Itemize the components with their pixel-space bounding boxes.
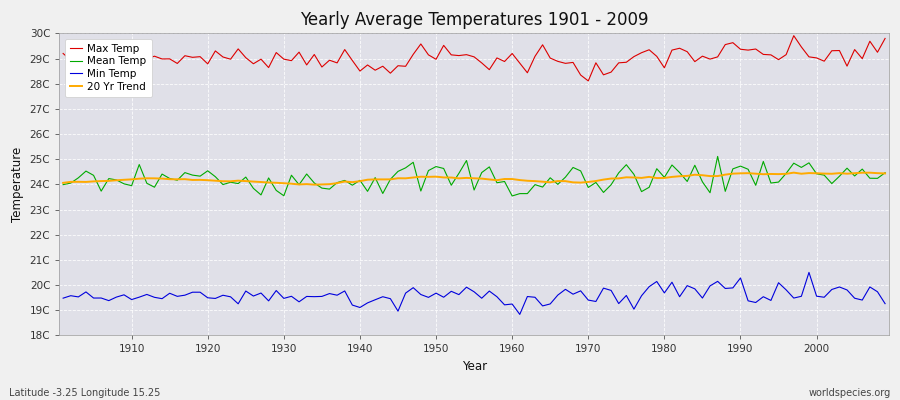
Mean Temp bbox=[58, 182, 68, 187]
Mean Temp bbox=[515, 191, 526, 196]
20 Yr Trend bbox=[286, 181, 297, 186]
Line: 20 Yr Trend: 20 Yr Trend bbox=[63, 173, 885, 185]
20 Yr Trend bbox=[515, 178, 526, 182]
Mean Temp bbox=[332, 180, 343, 185]
Mean Temp bbox=[606, 182, 616, 187]
Min Temp bbox=[879, 301, 890, 306]
Text: Latitude -3.25 Longitude 15.25: Latitude -3.25 Longitude 15.25 bbox=[9, 388, 160, 398]
20 Yr Trend bbox=[119, 177, 130, 182]
20 Yr Trend bbox=[58, 180, 68, 185]
20 Yr Trend bbox=[788, 170, 799, 175]
Line: Max Temp: Max Temp bbox=[63, 36, 885, 81]
Y-axis label: Temperature: Temperature bbox=[11, 147, 24, 222]
Mean Temp bbox=[500, 179, 510, 184]
Max Temp bbox=[58, 51, 68, 56]
Mean Temp bbox=[286, 173, 297, 178]
Mean Temp bbox=[712, 154, 723, 159]
Max Temp bbox=[788, 33, 799, 38]
Max Temp bbox=[507, 51, 517, 56]
Max Temp bbox=[879, 36, 890, 41]
Min Temp bbox=[515, 312, 526, 317]
Max Temp bbox=[332, 60, 343, 65]
Min Temp bbox=[332, 293, 343, 298]
Max Temp bbox=[583, 78, 594, 83]
Min Temp bbox=[58, 296, 68, 300]
20 Yr Trend bbox=[879, 171, 890, 176]
20 Yr Trend bbox=[507, 177, 517, 182]
Min Temp bbox=[606, 288, 616, 293]
Max Temp bbox=[606, 70, 616, 74]
Mean Temp bbox=[119, 182, 130, 186]
Line: Mean Temp: Mean Temp bbox=[63, 156, 885, 196]
Mean Temp bbox=[879, 170, 890, 175]
Text: worldspecies.org: worldspecies.org bbox=[809, 388, 891, 398]
Min Temp bbox=[804, 270, 814, 275]
Min Temp bbox=[119, 292, 130, 297]
X-axis label: Year: Year bbox=[462, 360, 487, 373]
Max Temp bbox=[500, 59, 510, 64]
Line: Min Temp: Min Temp bbox=[63, 272, 885, 314]
Min Temp bbox=[507, 302, 517, 306]
Max Temp bbox=[119, 52, 130, 57]
Mean Temp bbox=[507, 194, 517, 198]
Title: Yearly Average Temperatures 1901 - 2009: Yearly Average Temperatures 1901 - 2009 bbox=[300, 11, 648, 29]
20 Yr Trend bbox=[339, 179, 350, 184]
Legend: Max Temp, Mean Temp, Min Temp, 20 Yr Trend: Max Temp, Mean Temp, Min Temp, 20 Yr Tre… bbox=[65, 39, 152, 97]
20 Yr Trend bbox=[309, 182, 320, 187]
Min Temp bbox=[286, 294, 297, 299]
20 Yr Trend bbox=[606, 176, 616, 181]
Max Temp bbox=[286, 58, 297, 63]
Min Temp bbox=[500, 302, 510, 307]
